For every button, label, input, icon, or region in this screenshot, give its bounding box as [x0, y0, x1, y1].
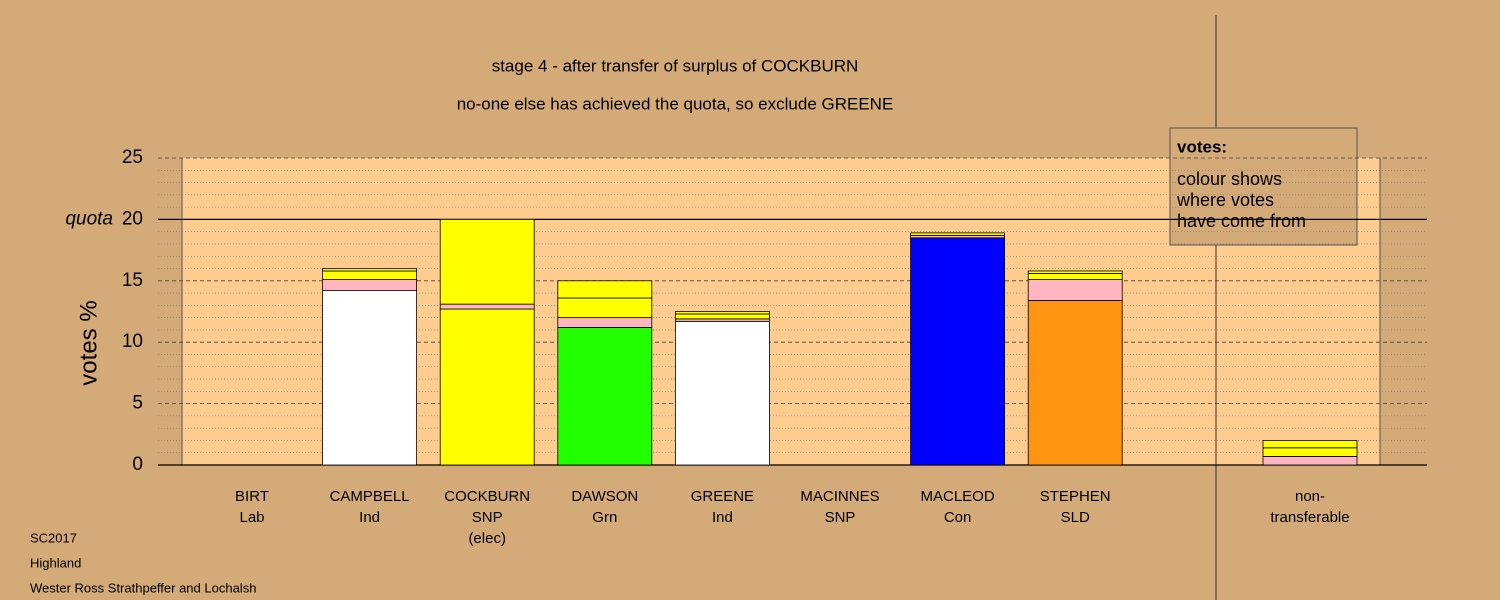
bar-segment: [675, 320, 770, 466]
bar-segment: [675, 311, 770, 315]
x-tick-label: transferable: [1270, 509, 1349, 526]
x-tick-label: SLD: [1061, 509, 1090, 526]
x-tick-label: COCKBURN: [444, 488, 530, 505]
bar-segment: [910, 232, 1005, 236]
x-tick-label: (elec): [468, 530, 506, 547]
legend-box: [1169, 127, 1358, 246]
x-tick-label: Ind: [712, 509, 733, 526]
bar-segment: [439, 308, 535, 466]
y-tick-label: 25: [122, 147, 143, 168]
x-tick-label: GREENE: [691, 488, 754, 505]
legend-text: have come from: [1177, 211, 1306, 231]
y-axis-label: votes %: [75, 300, 102, 385]
y-tick-label: 15: [122, 270, 143, 291]
bar-segment: [1262, 440, 1358, 449]
y-tick-label: 5: [132, 393, 143, 414]
bar-segment: [1027, 300, 1123, 466]
bar-segment: [557, 280, 653, 299]
x-tick-label: Con: [944, 509, 972, 526]
quota-label: quota: [65, 208, 113, 229]
footer-text: Wester Ross Strathpeffer and Lochalsh: [30, 580, 256, 595]
x-tick-label: Grn: [592, 509, 617, 526]
chart-subtitle: no-one else has achieved the quota, so e…: [457, 94, 894, 113]
x-tick-label: CAMPBELL: [330, 488, 410, 505]
bar-segment: [1262, 456, 1358, 466]
bar-segment: [910, 237, 1005, 466]
bar-segment: [322, 270, 418, 280]
bar-segment: [1027, 279, 1123, 301]
bar-segment: [439, 303, 535, 310]
legend-text: colour shows: [1177, 169, 1282, 189]
x-tick-label: DAWSON: [571, 488, 638, 505]
legend-title: votes:: [1177, 137, 1227, 156]
y-tick-label: 0: [132, 454, 143, 475]
x-tick-label: STEPHEN: [1040, 488, 1111, 505]
bar-segment: [322, 279, 418, 292]
x-tick-label: non-: [1295, 488, 1325, 505]
x-tick-label: BIRT: [235, 488, 269, 505]
x-tick-label: SNP: [825, 509, 856, 526]
bar-segment: [557, 317, 653, 328]
x-tick-label: MACINNES: [800, 488, 879, 505]
footer-text: Highland: [30, 555, 81, 570]
y-tick-label: 10: [122, 331, 143, 352]
bar-segment: [1027, 270, 1123, 274]
legend-text: where votes: [1176, 190, 1274, 210]
bar-segment: [1027, 273, 1123, 280]
footer-text: SC2017: [30, 530, 77, 545]
bar-segment: [322, 290, 418, 466]
x-tick-label: Ind: [359, 509, 380, 526]
chart-title: stage 4 - after transfer of surplus of C…: [492, 56, 859, 75]
bar-segment: [439, 218, 535, 305]
x-tick-label: MACLEOD: [921, 488, 995, 505]
bar-segment: [557, 297, 653, 319]
bar-segment: [1262, 447, 1358, 457]
bar-segment: [675, 313, 770, 320]
x-tick-label: Lab: [239, 509, 264, 526]
bar-segment: [322, 268, 418, 272]
x-tick-label: SNP: [472, 509, 503, 526]
bar-segment: [557, 327, 653, 466]
y-tick-label: 20: [122, 208, 143, 229]
